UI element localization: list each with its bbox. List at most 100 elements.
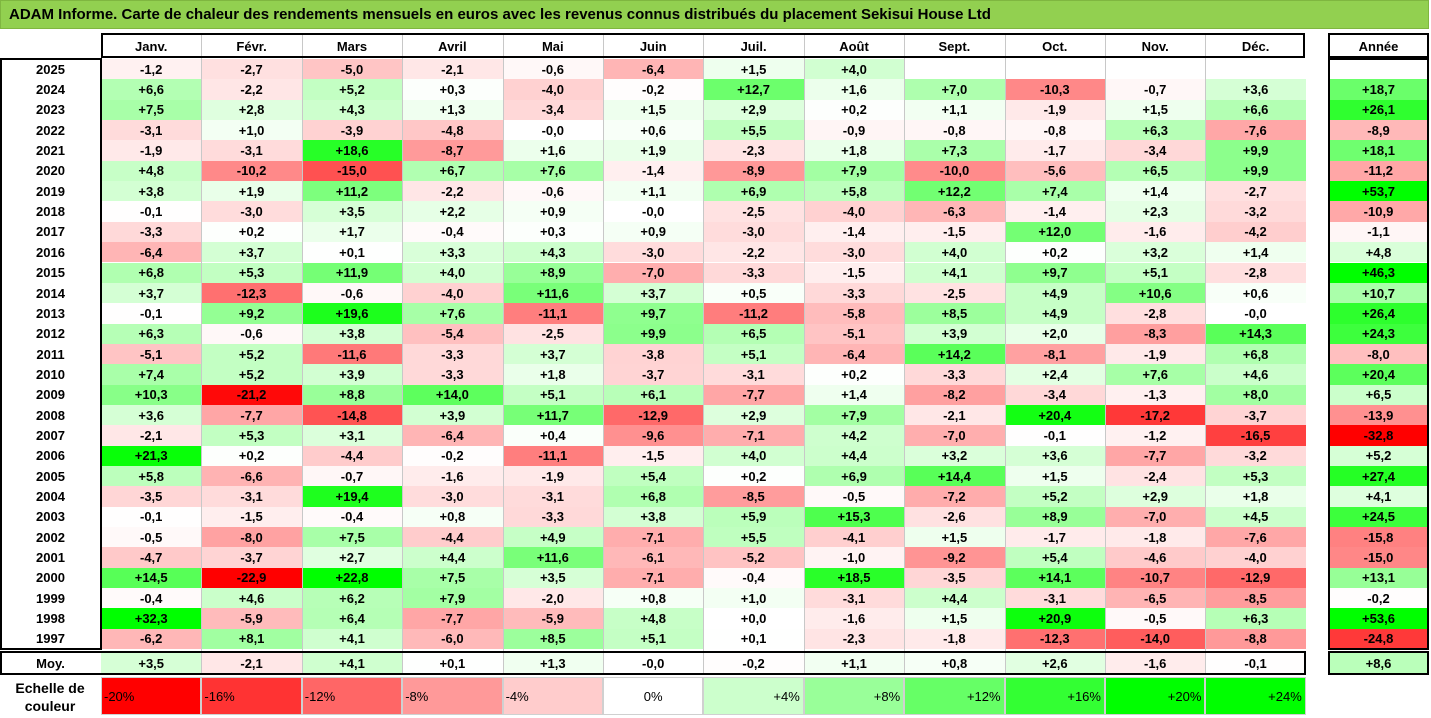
legend-label: Echelle de couleur [15, 680, 85, 714]
heatmap-cell: -0,1 [101, 201, 202, 222]
heatmap-cell: -1,9 [101, 140, 202, 161]
heatmap-cell: -3,3 [803, 282, 905, 304]
heatmap-cell: -6,6 [201, 466, 302, 487]
legend-swatch: +16% [1004, 677, 1105, 715]
average-cell: +3,5 [101, 651, 202, 676]
heatmap-cell: -3,3 [703, 262, 804, 283]
heatmap-cell: +0,9 [502, 201, 603, 222]
heatmap-cell: -5,2 [703, 547, 804, 568]
heatmap-cell: +4,8 [603, 608, 704, 629]
heatmap-cell: -11,1 [502, 303, 603, 324]
heatmap-cell: +3,3 [402, 242, 503, 263]
heatmap-cell: -4,0 [803, 201, 905, 222]
average-cell: +0,1 [402, 651, 503, 676]
row-year-label: 2022 [36, 122, 65, 138]
heatmap-cell: +1,1 [904, 99, 1005, 121]
heatmap-cell: -5,9 [201, 608, 302, 629]
heatmap-cell: +14,4 [904, 466, 1005, 487]
heatmap-cell: -1,3 [1105, 384, 1206, 405]
heatmap-cell: -0,8 [1004, 120, 1105, 141]
legend-swatch: +4% [703, 677, 804, 715]
average-cell: +1,3 [502, 651, 603, 676]
heatmap-cell: +8,5 [502, 628, 603, 650]
heatmap-cell: +1,5 [904, 608, 1005, 629]
heatmap-cell: +4,4 [402, 547, 503, 568]
heatmap-cell: -1,6 [1105, 221, 1206, 243]
heatmap-cell: -1,2 [1105, 425, 1206, 446]
annual-cell: +5,2 [1328, 445, 1429, 466]
heatmap-cell: -0,4 [402, 221, 503, 243]
heatmap-cell: -14,8 [301, 404, 403, 426]
column-header: Déc. [1241, 38, 1270, 54]
heatmap-cell: +21,3 [101, 445, 202, 466]
annual-cell: -32,8 [1328, 425, 1429, 446]
heatmap-cell: +0,1 [301, 242, 403, 263]
heatmap-cell: -3,3 [101, 221, 202, 243]
heatmap-cell: -6,0 [402, 628, 503, 650]
heatmap-cell: -8,5 [703, 486, 804, 507]
heatmap-cell: -1,8 [904, 628, 1005, 650]
heatmap-cell: -3,2 [1205, 201, 1306, 222]
heatmap-cell: -0,1 [1004, 425, 1105, 446]
heatmap-cell: +3,6 [1004, 445, 1105, 466]
heatmap-cell: -1,9 [502, 466, 603, 487]
heatmap-cell: +6,7 [402, 160, 503, 182]
heatmap-cell: -0,4 [301, 506, 403, 528]
heatmap-cell: +3,7 [502, 343, 603, 365]
heatmap-cell: -2,7 [201, 59, 302, 80]
heatmap-cell: +8,8 [301, 384, 403, 405]
heatmap-cell: -0,6 [502, 59, 603, 80]
heatmap-cell: -10,3 [1004, 79, 1105, 100]
heatmap-cell: -1,9 [1105, 343, 1206, 365]
heatmap-cell: +1,4 [1205, 242, 1306, 263]
heatmap-cell: +4,3 [502, 242, 603, 263]
heatmap-cell: +0,3 [402, 79, 503, 100]
heatmap-cell: -6,4 [603, 59, 704, 80]
heatmap-cell: +9,9 [1205, 160, 1306, 182]
heatmap-cell: +0,8 [603, 588, 704, 609]
annual-cell: +4,8 [1328, 242, 1429, 263]
annual-cell: -11,2 [1328, 160, 1429, 182]
row-year-label: 2007 [36, 427, 65, 443]
heatmap-cell: +4,8 [101, 160, 202, 182]
heatmap-cell: +8,0 [1205, 384, 1306, 405]
row-year-label: 2001 [36, 550, 65, 566]
heatmap-cell: +14,1 [1004, 567, 1105, 589]
heatmap-cell: -4,6 [1105, 547, 1206, 568]
heatmap-cell: +5,8 [101, 466, 202, 487]
row-year-label: 2021 [36, 143, 65, 159]
heatmap-cell: -2,2 [402, 181, 503, 202]
row-year-label: 2010 [36, 366, 65, 382]
row-year-label: 2013 [36, 305, 65, 321]
heatmap-cell: -7,2 [904, 486, 1005, 507]
heatmap-cell: +12,2 [904, 181, 1005, 202]
average-cell: +0,8 [904, 651, 1005, 676]
heatmap-cell: -5,9 [502, 608, 603, 629]
row-year-label: 1997 [36, 631, 65, 647]
column-separator [1205, 34, 1207, 676]
heatmap-cell: -7,6 [1205, 527, 1306, 548]
heatmap-cell: +4,9 [1004, 303, 1105, 324]
heatmap-cell: +1,6 [502, 140, 603, 161]
heatmap-cell: +7,6 [1105, 364, 1206, 385]
average-row-label: Moy. [36, 655, 65, 671]
heatmap-cell: -0,4 [101, 588, 202, 609]
average-cell: -1,6 [1105, 651, 1206, 676]
heatmap-cell: -4,2 [1205, 221, 1306, 243]
heatmap-cell: +2,9 [703, 99, 804, 121]
heatmap-cell: +1,3 [402, 99, 503, 121]
heatmap-cell: -2,1 [101, 425, 202, 446]
heatmap-cell: -8,2 [904, 384, 1005, 405]
heatmap-cell: +11,6 [502, 547, 603, 568]
heatmap-cell: -2,4 [1105, 466, 1206, 487]
heatmap-cell: +6,4 [301, 608, 403, 629]
heatmap-cell: -3,7 [1205, 404, 1306, 426]
heatmap-cell: +32,3 [101, 608, 202, 629]
heatmap-cell: +6,1 [603, 384, 704, 405]
heatmap-cell: +4,1 [904, 262, 1005, 283]
heatmap-cell [904, 59, 1005, 80]
heatmap-cell: +0,2 [803, 364, 905, 385]
heatmap-cell: -3,3 [402, 364, 503, 385]
legend-swatch: -4% [502, 677, 603, 715]
heatmap-cell: -0,6 [301, 282, 403, 304]
